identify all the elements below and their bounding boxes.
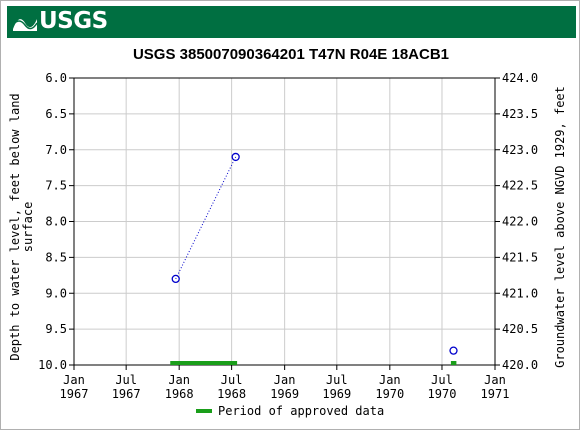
x-tick-label-month: Jan	[63, 373, 85, 387]
x-tick-label-month: Jul	[221, 373, 243, 387]
chart-title: USGS 385007090364201 T47N R04E 18ACB1	[133, 46, 449, 63]
x-tick-label-month: Jul	[326, 373, 348, 387]
left-tick-label: 9.0	[45, 286, 67, 300]
data-point	[231, 152, 240, 162]
data-point	[171, 274, 180, 284]
x-tick-label-month: Jan	[168, 373, 190, 387]
right-axis: 424.0 423.5 423.0 422.5 422.0 421.5 421.0 420.5…	[495, 71, 538, 372]
left-axis: 6.0 6.5 7.0 7.5 8.0 8.5 9.0 9.5 10.0	[38, 71, 74, 372]
right-tick-label: 423.5	[502, 107, 538, 121]
right-tick-label: 421.5	[502, 250, 538, 264]
approved-period-bar	[170, 361, 238, 365]
approved-period-bar	[450, 361, 457, 365]
left-tick-label: 9.5	[45, 322, 67, 336]
x-axis: Jan1967Jul1967Jan1968Jul1968Jan1969Jul19…	[60, 365, 510, 401]
x-tick-label-year: 1969	[322, 387, 351, 401]
left-tick-label: 7.0	[45, 143, 67, 157]
x-tick-label-year: 1970	[428, 387, 457, 401]
right-tick-label: 422.0	[502, 215, 538, 229]
right-tick-label: 421.0	[502, 286, 538, 300]
data-point	[449, 346, 458, 355]
right-tick-label: 422.5	[502, 179, 538, 193]
right-tick-label: 424.0	[502, 71, 538, 85]
x-tick-label-month: Jan	[484, 373, 506, 387]
left-axis-label-line1: Depth to water level, feet below land	[8, 93, 22, 360]
usgs-header-bar: USGS	[7, 6, 576, 38]
left-tick-label: 8.0	[45, 215, 67, 229]
right-tick-label: 420.0	[502, 358, 538, 372]
x-tick-label-year: 1971	[481, 387, 510, 401]
x-tick-label-year: 1969	[270, 387, 299, 401]
x-tick-label-year: 1968	[165, 387, 194, 401]
x-tick-label-year: 1967	[112, 387, 141, 401]
x-tick-label-month: Jul	[431, 373, 453, 387]
usgs-logo-text: USGS	[39, 8, 108, 34]
right-tick-label: 423.0	[502, 143, 538, 157]
left-tick-label: 6.0	[45, 71, 67, 85]
data-series	[171, 152, 458, 355]
x-tick-label-year: 1967	[60, 387, 89, 401]
series-line	[175, 156, 237, 280]
left-tick-label: 6.5	[45, 107, 67, 121]
left-tick-label: 8.5	[45, 250, 67, 264]
x-tick-label-month: Jan	[274, 373, 296, 387]
approved-periods	[170, 361, 457, 365]
legend-label: Period of approved data	[218, 404, 384, 418]
grid	[74, 78, 495, 365]
x-tick-label-month: Jul	[115, 373, 137, 387]
right-tick-label: 420.5	[502, 322, 538, 336]
x-tick-label-year: 1968	[217, 387, 246, 401]
right-axis-label: Groundwater level above NGVD 1929, feet	[553, 86, 567, 368]
x-tick-label-year: 1970	[375, 387, 404, 401]
usgs-wave-logo-icon	[12, 19, 38, 31]
left-axis-label-line2: surface	[21, 202, 35, 253]
left-tick-label: 10.0	[38, 358, 67, 372]
legend: Period of approved data	[196, 404, 384, 418]
left-tick-label: 7.5	[45, 179, 67, 193]
x-tick-label-month: Jan	[379, 373, 401, 387]
